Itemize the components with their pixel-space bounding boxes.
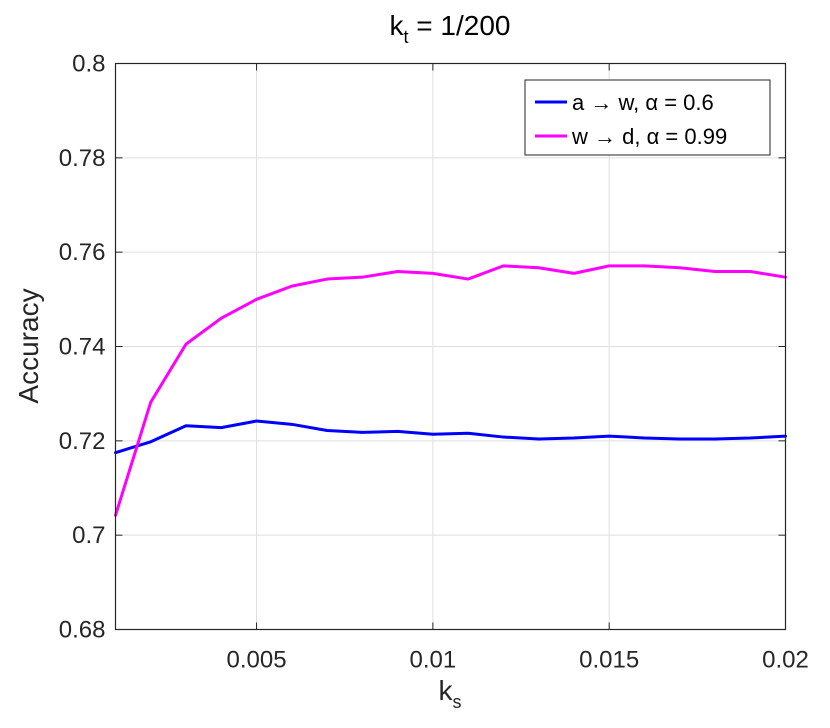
chart-title: kt = 1/200	[390, 10, 511, 47]
y-tick-label: 0.78	[59, 145, 106, 172]
x-tick-label: 0.01	[410, 647, 457, 674]
ticks-layer: 0.68 0.7 0.72 0.74 0.76 0.78 0.8 0.005 0.01 0.015…	[59, 51, 809, 674]
x-tick-label: 0.005	[227, 647, 287, 674]
y-tick-label: 0.76	[59, 239, 106, 266]
series-line-2	[114, 264, 787, 517]
y-tick-label: 0.7	[72, 522, 105, 549]
series-line-1	[114, 419, 787, 455]
y-tick-label: 0.74	[59, 334, 106, 361]
y-tick-label: 0.8	[72, 51, 105, 78]
grid-layer	[115, 63, 786, 630]
legend-label-series-2: w → d, α = 0.99	[571, 124, 727, 149]
y-axis-label: Accuracy	[13, 288, 44, 403]
legend-box	[524, 79, 771, 156]
legend: a → w, α = 0.6 w → d, α = 0.99	[524, 79, 771, 156]
y-tick-label: 0.68	[59, 617, 106, 644]
series-layer	[114, 264, 787, 517]
y-tick-label: 0.72	[59, 428, 106, 455]
x-tick-label: 0.02	[762, 647, 809, 674]
legend-label-series-1: a → w, α = 0.6	[572, 90, 714, 115]
x-tick-label: 0.015	[579, 647, 639, 674]
x-axis-label: ks	[439, 675, 462, 712]
